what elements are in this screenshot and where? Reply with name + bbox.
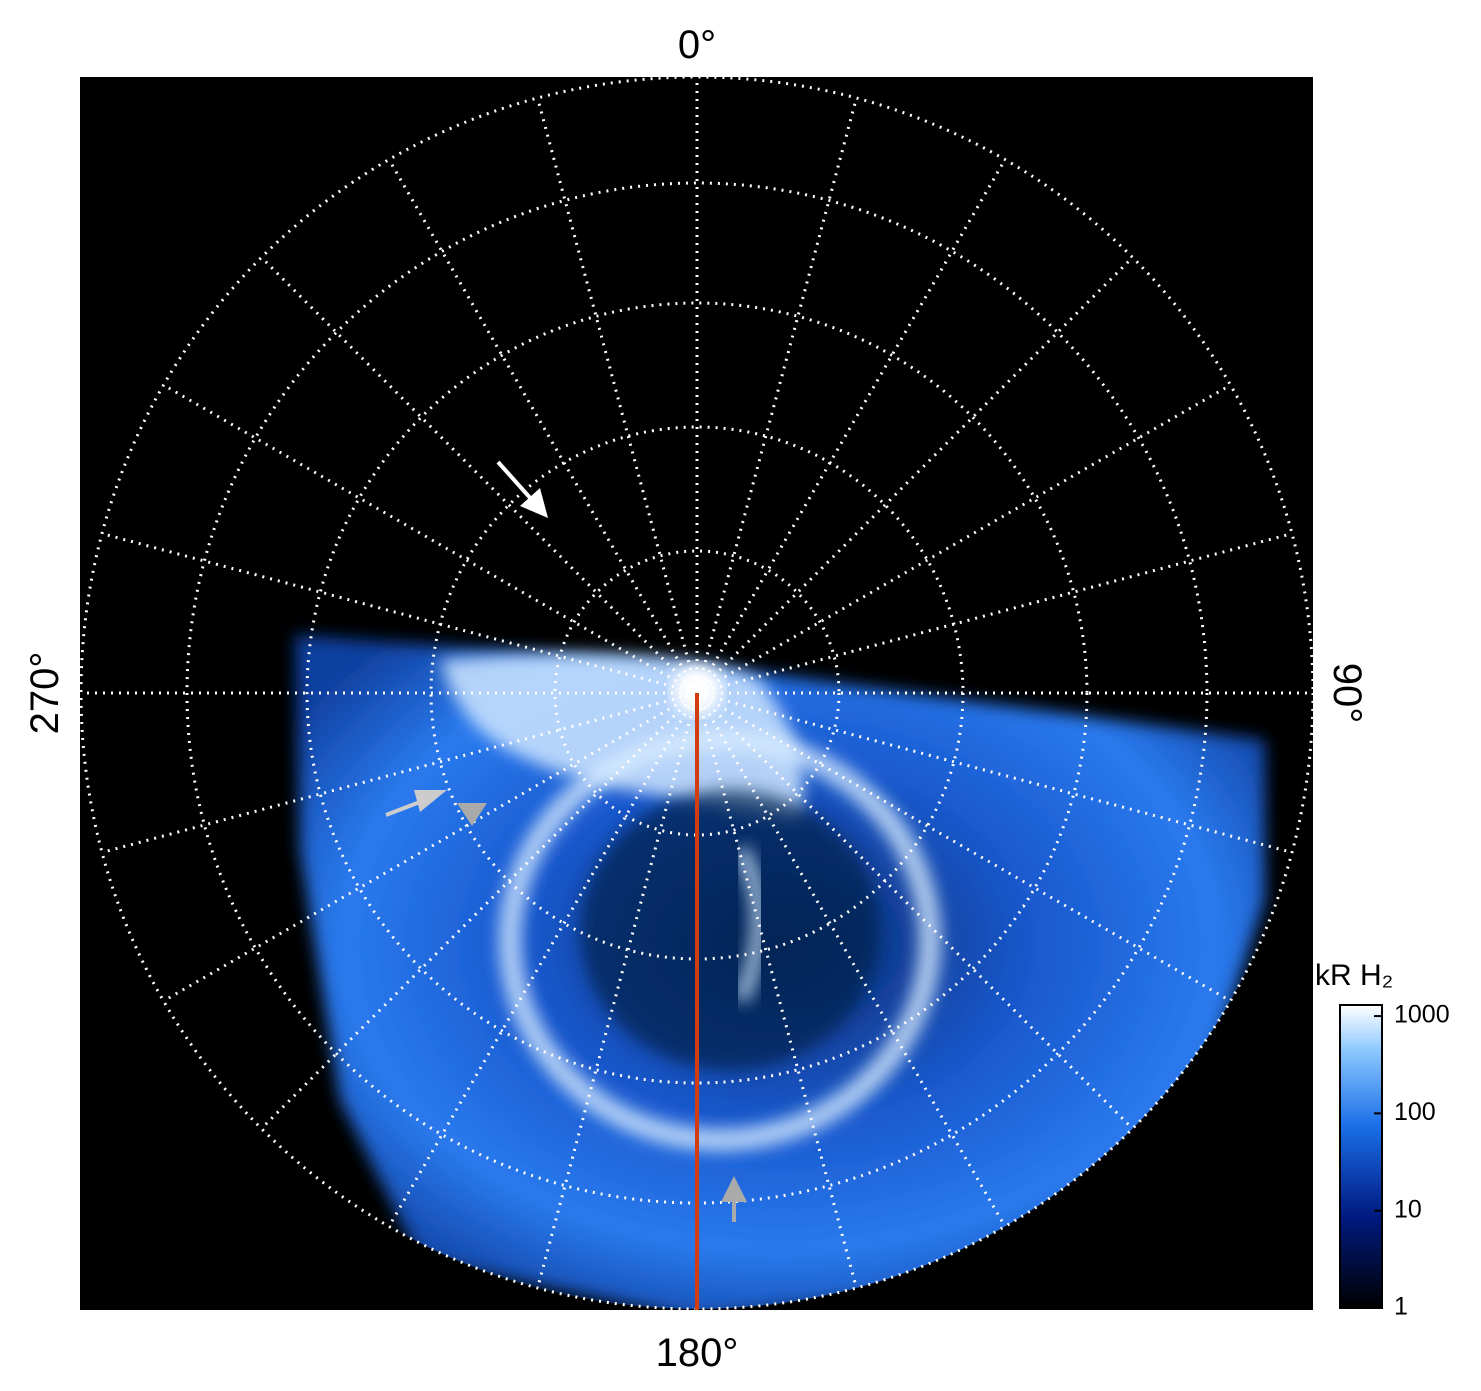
latitude-circle — [79, 75, 1315, 1311]
lon-label-left: 270° — [23, 652, 67, 735]
meridian — [162, 383, 698, 695]
meridian — [696, 532, 1293, 695]
meridian — [260, 691, 699, 1130]
colorbar-tick-label: 1 — [1394, 1293, 1408, 1321]
aurora-image — [295, 635, 1265, 1309]
meridian — [695, 256, 1134, 695]
meridian — [695, 691, 1134, 1130]
colorbar-label: kR H₂ — [1315, 959, 1393, 992]
meridian — [695, 692, 858, 1289]
arrows — [385, 460, 747, 1222]
colorbar — [1339, 1004, 1383, 1309]
lon-label-bottom: 180° — [656, 1331, 739, 1375]
meridian — [387, 158, 699, 694]
meridian — [695, 97, 858, 694]
meridian — [536, 692, 699, 1289]
colorbar-tick-label: 100 — [1394, 1098, 1436, 1126]
meridian — [695, 692, 1007, 1228]
latitude-circle — [553, 549, 841, 837]
meridian — [696, 691, 1293, 854]
meridian — [696, 383, 1232, 695]
colorbar-tick-label: 1000 — [1394, 1001, 1450, 1029]
colorbar-tick-label: 10 — [1394, 1195, 1422, 1223]
meridian — [695, 158, 1007, 694]
lon-label-right: 90° — [1325, 663, 1369, 724]
meridian — [101, 691, 698, 854]
meridian — [387, 692, 699, 1228]
lon-label-top: 0° — [678, 23, 716, 67]
meridian — [101, 532, 698, 695]
latitude-circle — [305, 301, 1089, 1085]
meridian — [536, 97, 699, 694]
meridian — [162, 691, 698, 1003]
meridian — [696, 691, 1232, 1003]
meridian — [260, 256, 699, 695]
